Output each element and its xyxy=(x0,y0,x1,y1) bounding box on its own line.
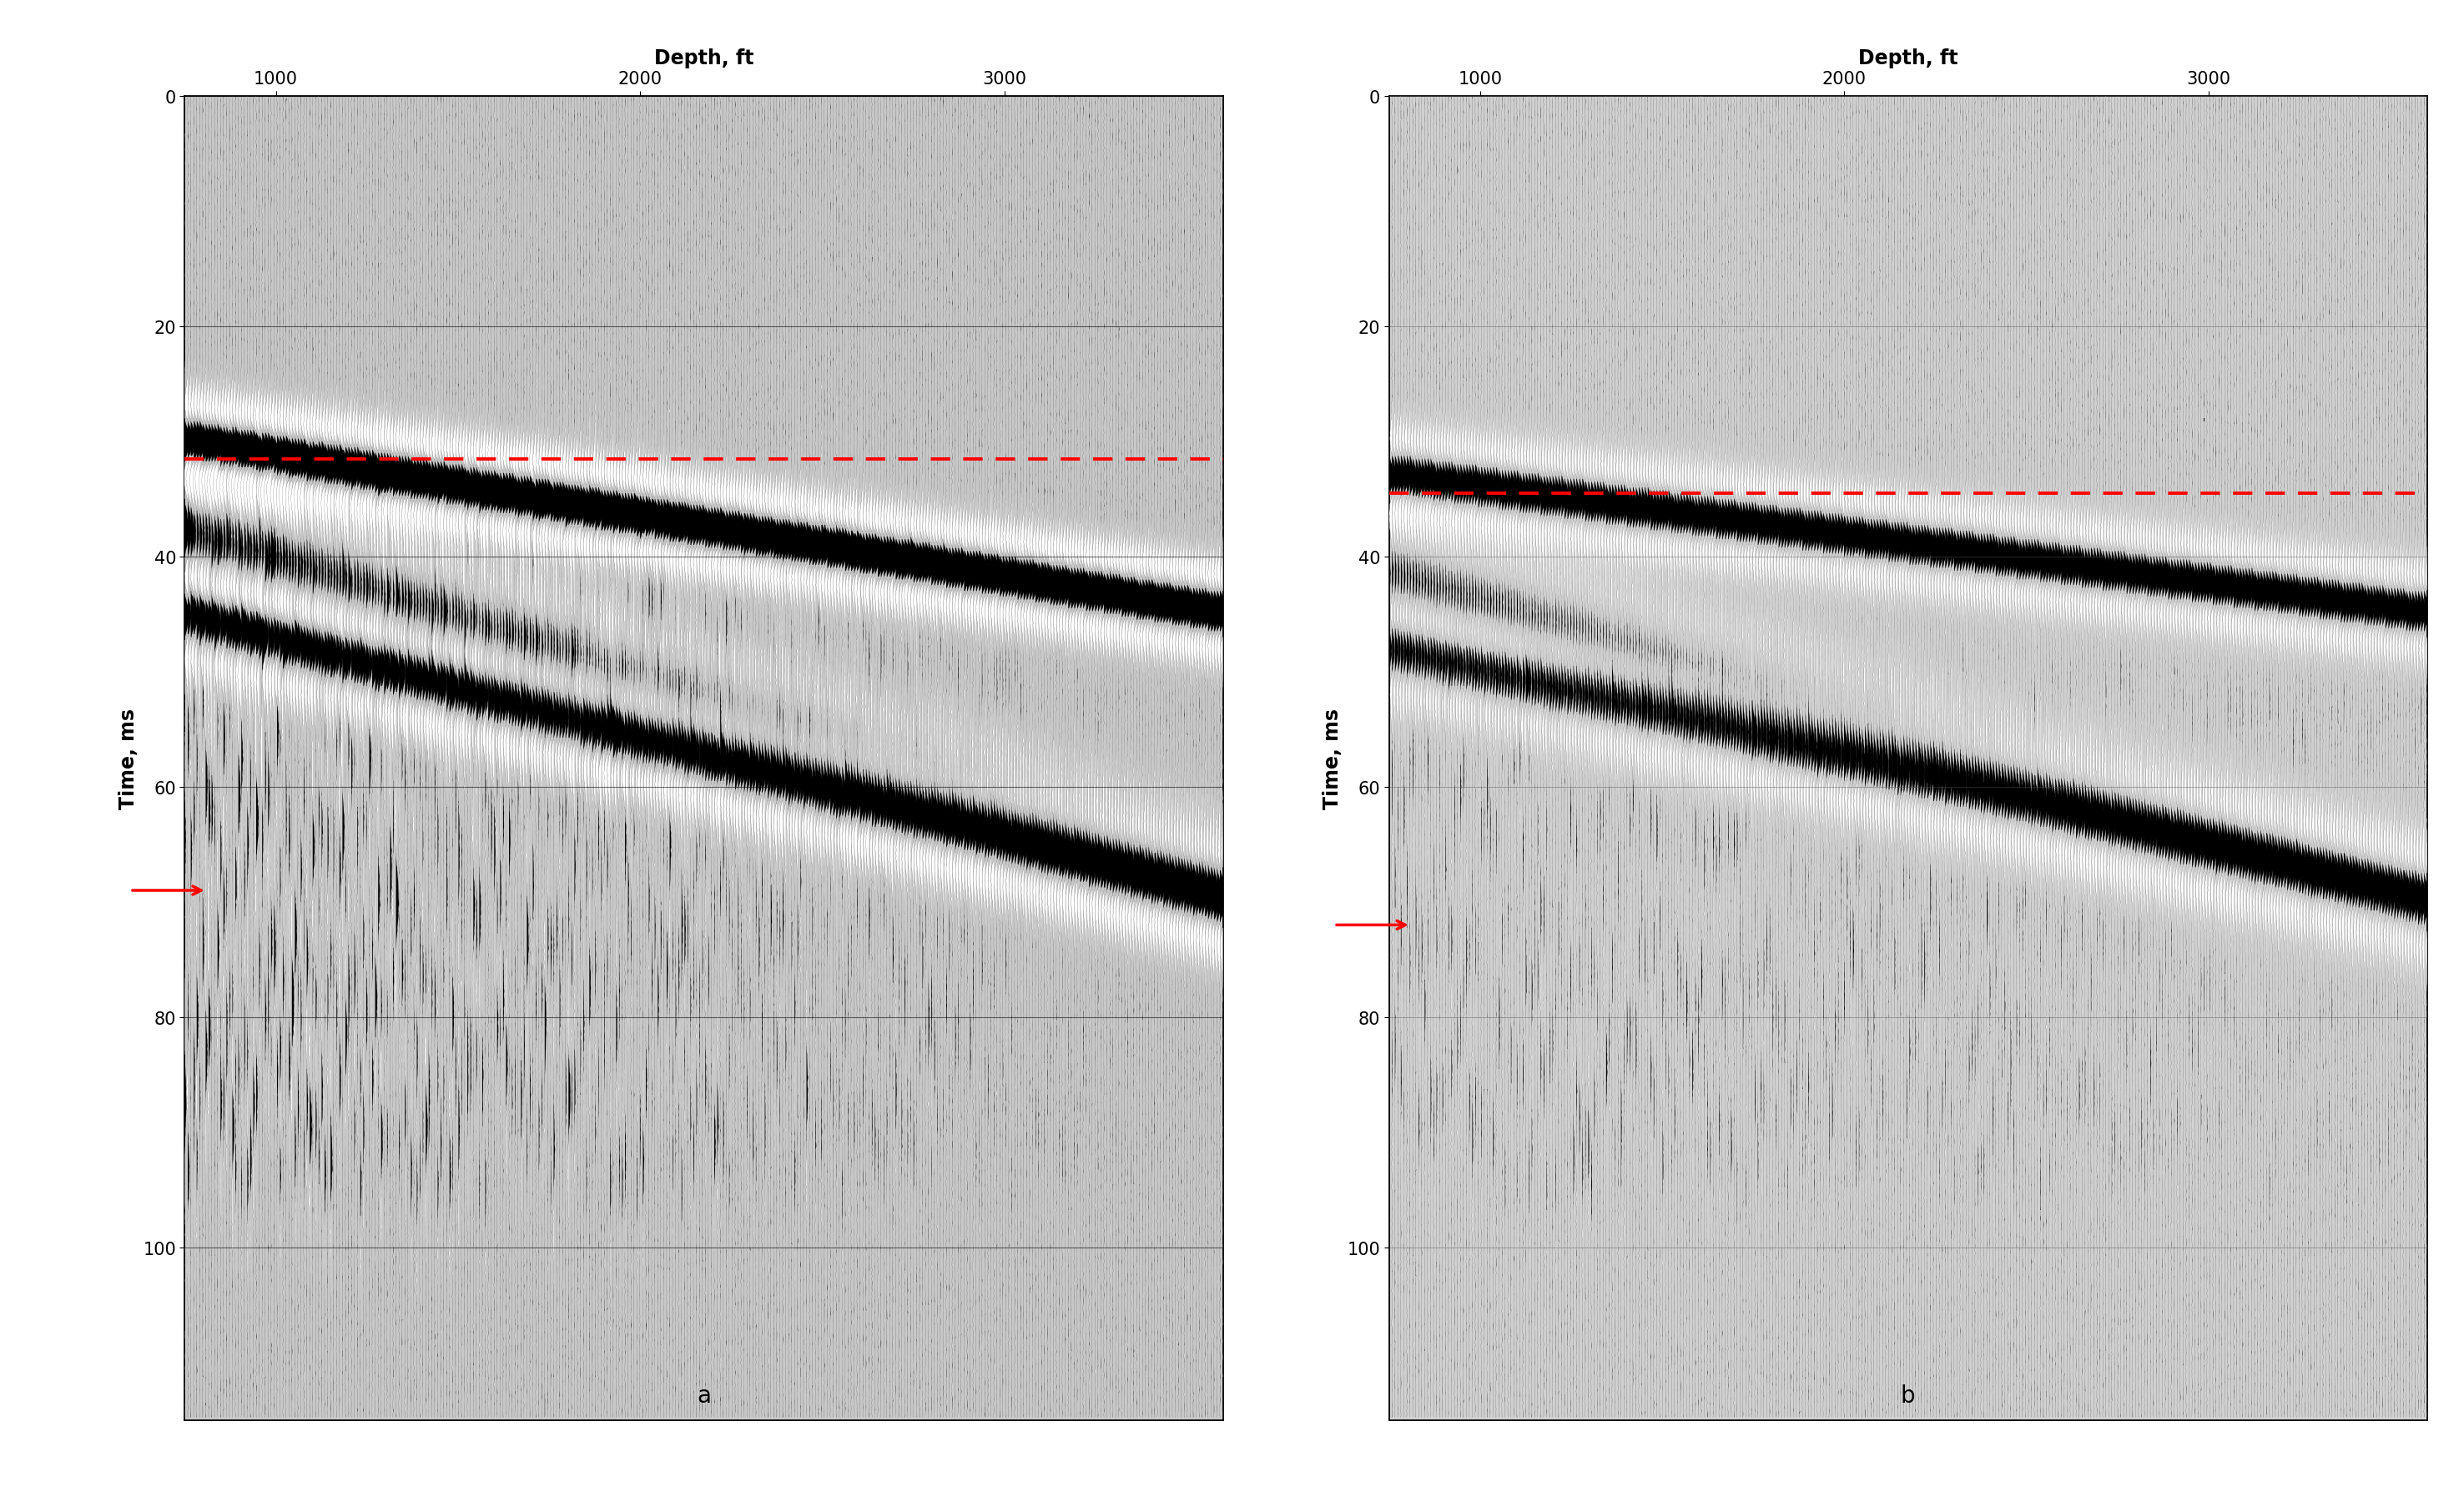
X-axis label: Depth, ft: Depth, ft xyxy=(1858,49,1959,68)
Y-axis label: Time, ms: Time, ms xyxy=(1323,708,1343,809)
X-axis label: Depth, ft: Depth, ft xyxy=(653,49,754,68)
Text: b: b xyxy=(1900,1383,1915,1407)
Y-axis label: Time, ms: Time, ms xyxy=(118,708,138,809)
Text: a: a xyxy=(697,1383,712,1407)
